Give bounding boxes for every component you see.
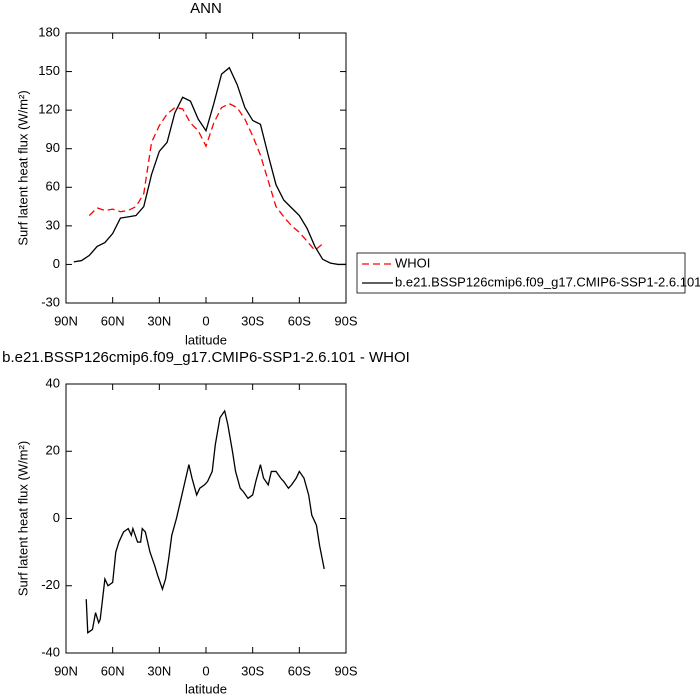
x-tick-label: 90N	[54, 663, 78, 678]
data-line	[73, 66, 346, 266]
legend-box	[356, 252, 686, 294]
y-tick-label: -40	[41, 644, 60, 659]
x-tick-label: 90S	[334, 663, 357, 678]
y-tick-label: 150	[38, 63, 60, 78]
x-tick-label: 30N	[147, 313, 171, 328]
y-tick-label: 30	[46, 217, 60, 232]
plot-frame	[65, 32, 347, 304]
x-tick-label: 30N	[147, 663, 171, 678]
x-tick-label: 0	[202, 313, 209, 328]
x-tick-label: 0	[202, 663, 209, 678]
data-line	[88, 102, 324, 252]
y-axis-label: Surf latent heat flux (W/m²)	[15, 90, 30, 245]
x-tick-label: 90N	[54, 313, 78, 328]
x-tick-label: 60S	[288, 663, 311, 678]
legend-label: WHOI	[395, 255, 430, 270]
y-tick-label: 60	[46, 179, 60, 194]
x-tick-label: 60N	[101, 313, 125, 328]
x-tick-label: 30S	[241, 313, 264, 328]
y-axis-label: Surf latent heat flux (W/m²)	[15, 441, 30, 596]
plot-frame	[65, 383, 347, 654]
x-tick-label: 30S	[241, 663, 264, 678]
y-tick-label: 90	[46, 140, 60, 155]
chart-title: ANN	[190, 0, 222, 17]
x-tick-label: 90S	[334, 313, 357, 328]
x-axis-label: latitude	[185, 332, 227, 347]
data-line	[85, 409, 325, 635]
x-tick-label: 60S	[288, 313, 311, 328]
x-axis-label: latitude	[185, 681, 227, 696]
x-tick-label: 60N	[101, 663, 125, 678]
y-tick-label: 20	[46, 443, 60, 458]
y-tick-label: 0	[53, 510, 60, 525]
y-tick-label: 120	[38, 102, 60, 117]
legend-label: b.e21.BSSP126cmip6.f09_g17.CMIP6-SSP1-2.…	[395, 274, 700, 289]
y-tick-label: 40	[46, 375, 60, 390]
chart-title: b.e21.BSSP126cmip6.f09_g17.CMIP6-SSP1-2.…	[2, 349, 410, 366]
y-tick-label: 180	[38, 24, 60, 39]
y-tick-label: -20	[41, 577, 60, 592]
y-tick-label: 0	[53, 256, 60, 271]
y-tick-label: -30	[41, 294, 60, 309]
